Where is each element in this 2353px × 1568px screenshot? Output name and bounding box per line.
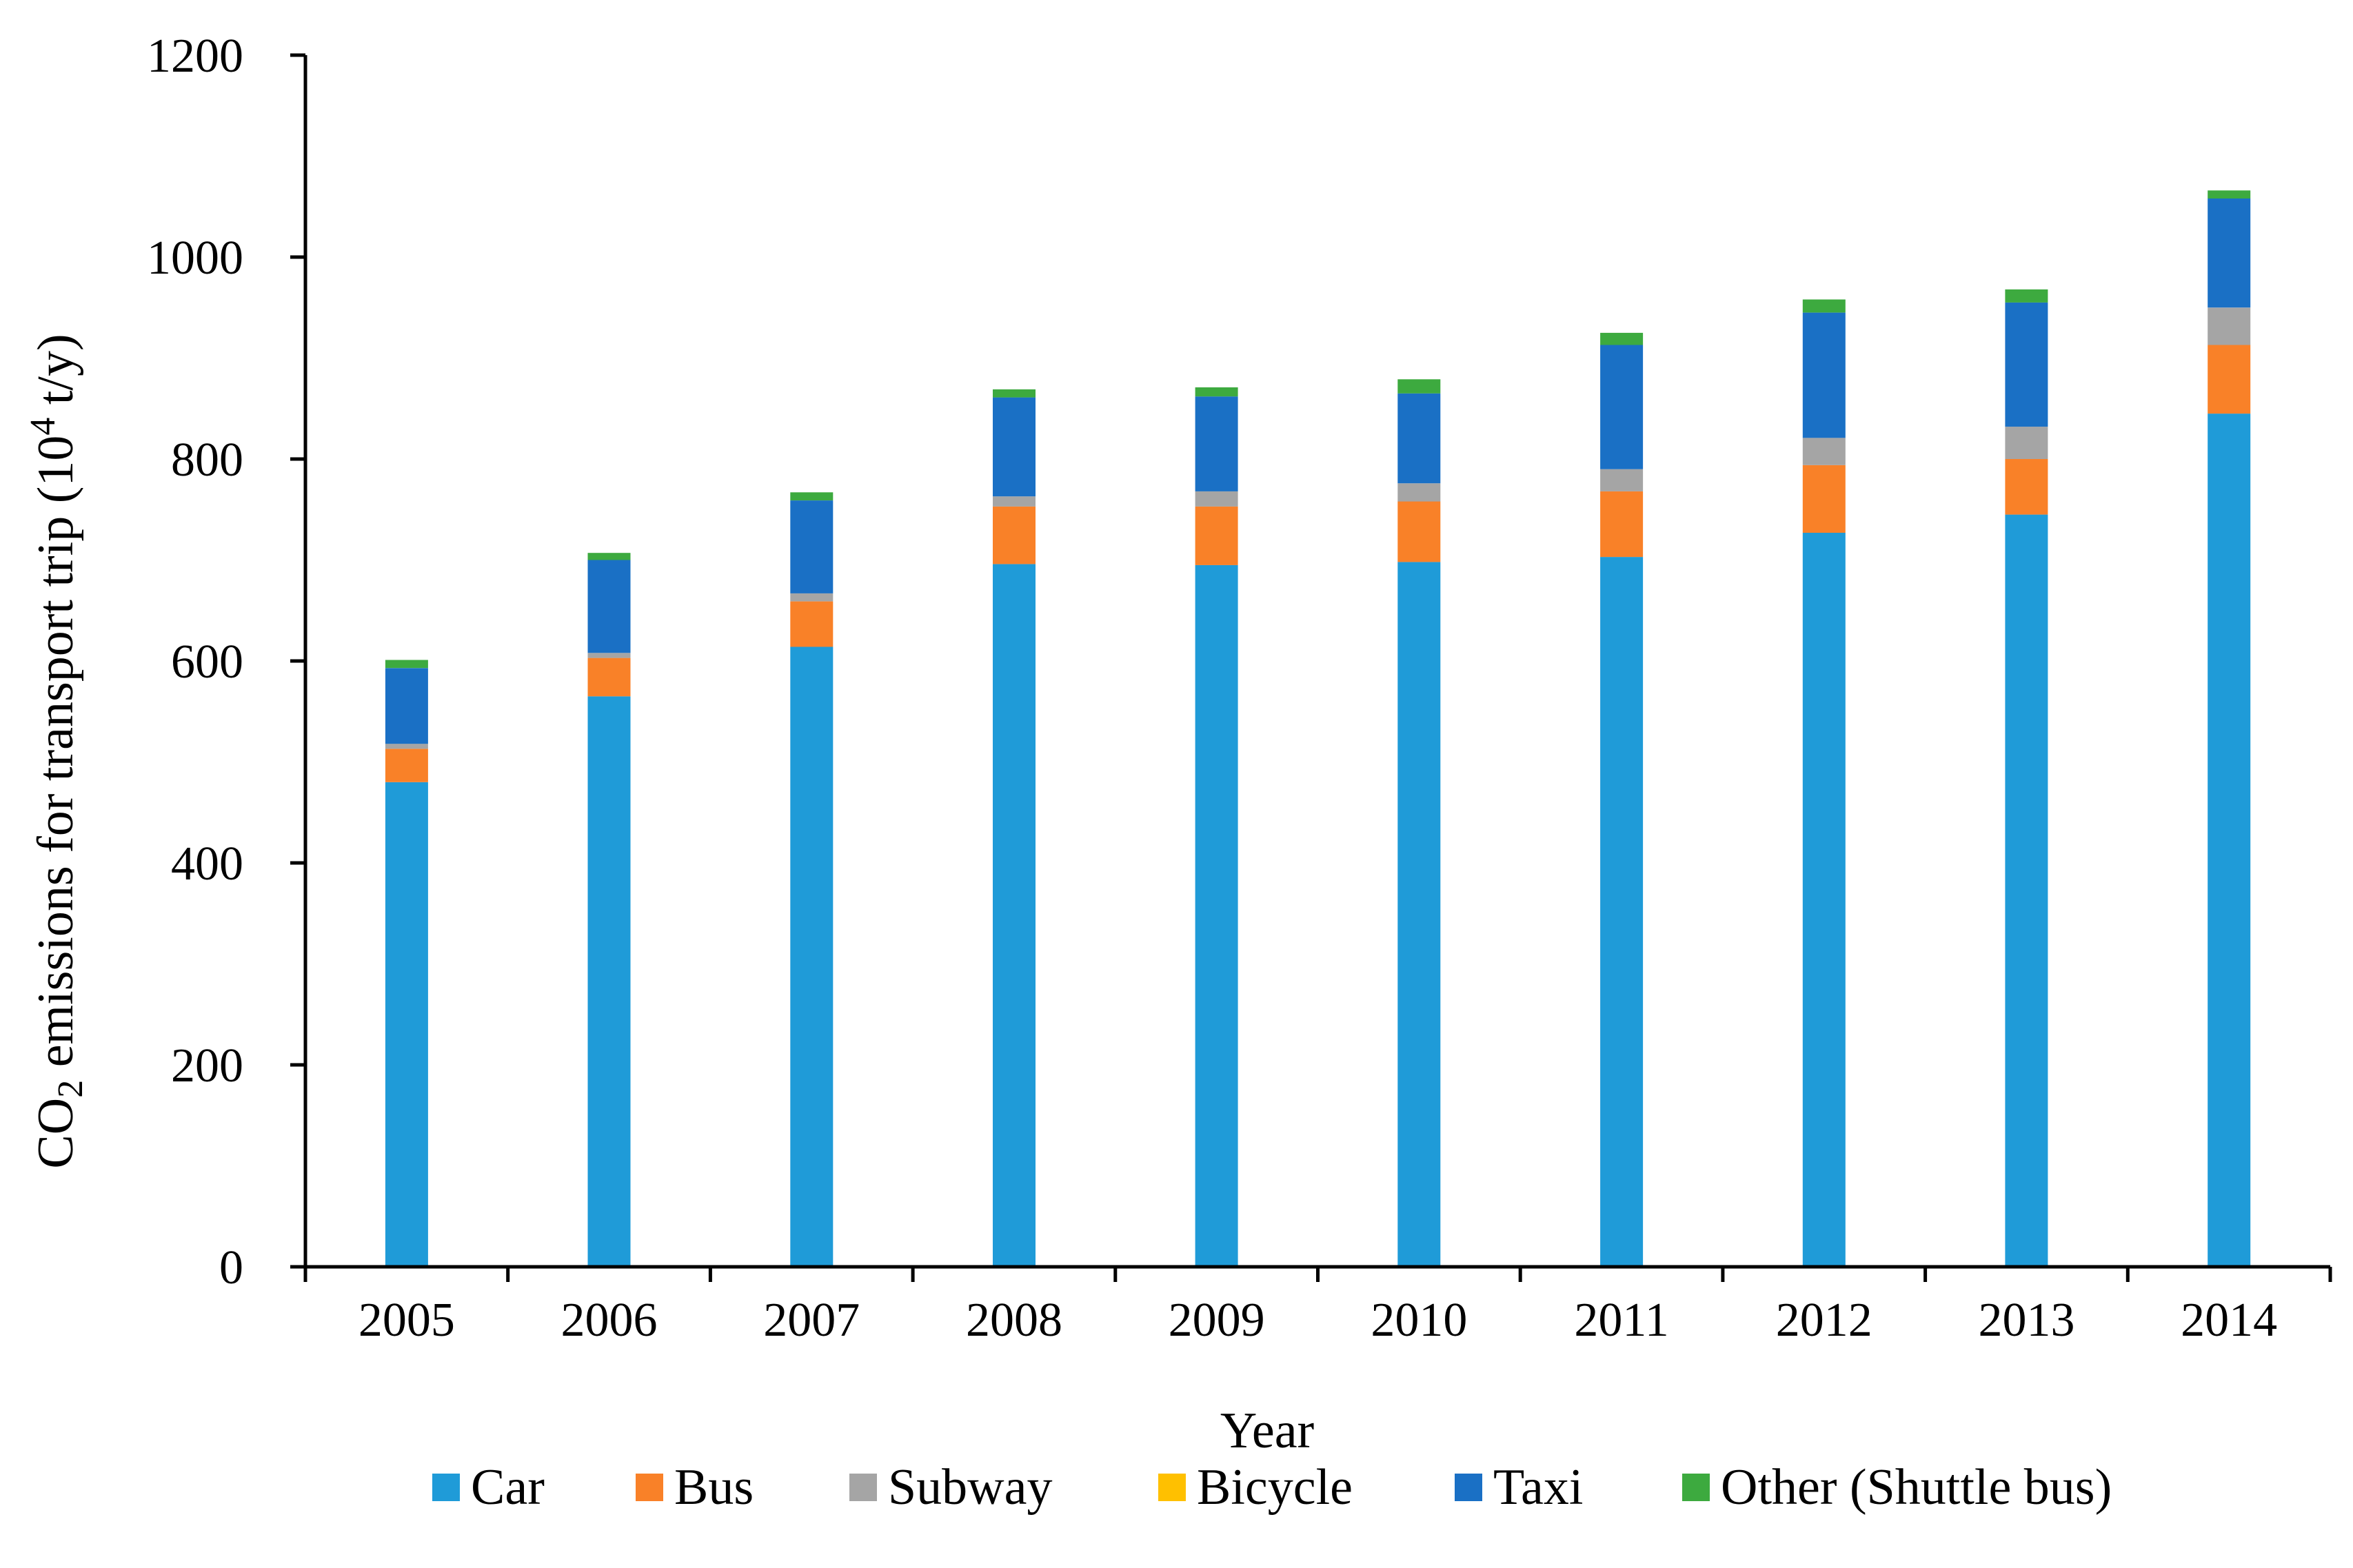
bar-car-2011: [1600, 557, 1644, 1267]
bar-car-2008: [993, 564, 1036, 1267]
x-tick-label-2009: 2009: [1169, 1294, 1265, 1347]
bar-car-2006: [587, 696, 631, 1267]
bar-subway-2010: [1397, 483, 1441, 502]
bar-bus-2013: [2005, 459, 2048, 515]
axes-layer: 0 200 400 600 800 1000 1200 2005 2006 2007 2008 200…: [147, 30, 2332, 1347]
bar-taxi-2009: [1195, 396, 1238, 491]
legend-swatch-bicycle: [1158, 1474, 1186, 1501]
bar-subway-2009: [1195, 491, 1238, 507]
x-tick-label-2011: 2011: [1574, 1294, 1668, 1347]
y-tick-label-200: 200: [171, 1039, 243, 1092]
bar-other-2006: [587, 553, 631, 560]
bar-taxi-2011: [1600, 345, 1644, 469]
legend-label-bus: Bus: [674, 1459, 754, 1516]
legend-item-car: Car: [432, 1459, 545, 1516]
bar-bus-2008: [993, 506, 1036, 564]
bar-taxi-2010: [1397, 393, 1441, 484]
legend: Car Bus Subway Bicycle Taxi Other (Shuttle bu…: [432, 1459, 2112, 1516]
x-tick-label-2008: 2008: [966, 1294, 1062, 1347]
y-tick-label-600: 600: [171, 635, 243, 689]
x-axis-title: Year: [1220, 1403, 1314, 1459]
legend-label-taxi: Taxi: [1493, 1459, 1583, 1516]
bar-car-2014: [2208, 414, 2251, 1267]
legend-swatch-subway: [849, 1474, 877, 1501]
legend-item-bicycle: Bicycle: [1158, 1459, 1353, 1516]
bar-taxi-2007: [790, 500, 834, 593]
x-tick-label-2007: 2007: [763, 1294, 860, 1347]
bar-other-2007: [790, 492, 834, 500]
x-tick-label-2010: 2010: [1371, 1294, 1467, 1347]
legend-item-taxi: Taxi: [1455, 1459, 1583, 1516]
bars-layer: [385, 190, 2251, 1267]
bar-other-2010: [1397, 379, 1441, 394]
bar-other-2008: [993, 389, 1036, 398]
legend-swatch-taxi: [1455, 1474, 1482, 1501]
bar-bus-2011: [1600, 491, 1644, 558]
legend-swatch-car: [432, 1474, 460, 1501]
bar-subway-2008: [993, 496, 1036, 507]
bar-subway-2006: [587, 653, 631, 658]
bar-other-2009: [1195, 387, 1238, 397]
bar-bus-2010: [1397, 501, 1441, 562]
bar-taxi-2005: [385, 668, 428, 744]
y-axis-title: CO2 emissions for transport trip (104 t/…: [23, 334, 90, 1168]
y-axis-title-middle: emissions for transport trip (10: [28, 436, 84, 1080]
bar-other-2005: [385, 660, 428, 669]
bar-taxi-2014: [2208, 198, 2251, 308]
y-tick-label-400: 400: [171, 837, 243, 890]
legend-label-car: Car: [471, 1459, 545, 1516]
bar-car-2010: [1397, 562, 1441, 1267]
legend-swatch-other: [1682, 1474, 1710, 1501]
bar-taxi-2013: [2005, 302, 2048, 427]
bar-bus-2006: [587, 658, 631, 697]
bar-other-2012: [1802, 299, 1846, 313]
bar-subway-2013: [2005, 427, 2048, 459]
bar-subway-2014: [2208, 307, 2251, 345]
bar-bus-2012: [1802, 465, 1846, 533]
x-tick-label-2013: 2013: [1978, 1294, 2074, 1347]
bar-other-2011: [1600, 332, 1644, 345]
bar-taxi-2012: [1802, 312, 1846, 438]
bar-subway-2005: [385, 744, 428, 749]
bar-bus-2007: [790, 601, 834, 647]
legend-item-other: Other (Shuttle bus): [1682, 1459, 2112, 1516]
legend-item-bus: Bus: [636, 1459, 754, 1516]
bar-subway-2007: [790, 593, 834, 602]
y-tick-label-800: 800: [171, 434, 243, 487]
bar-other-2014: [2208, 190, 2251, 198]
legend-label-other: Other (Shuttle bus): [1721, 1459, 2112, 1516]
x-tick-label-2012: 2012: [1776, 1294, 1872, 1347]
bar-bus-2005: [385, 749, 428, 782]
x-tick-label-2014: 2014: [2181, 1294, 2277, 1347]
bar-taxi-2008: [993, 397, 1036, 497]
legend-item-subway: Subway: [849, 1459, 1052, 1516]
bar-taxi-2006: [587, 560, 631, 653]
bar-car-2012: [1802, 532, 1846, 1267]
bar-car-2007: [790, 646, 834, 1267]
legend-label-bicycle: Bicycle: [1197, 1459, 1353, 1516]
y-tick-label-1000: 1000: [147, 232, 243, 285]
bar-car-2009: [1195, 564, 1238, 1267]
bar-bus-2014: [2208, 345, 2251, 414]
bar-car-2005: [385, 782, 428, 1267]
x-tick-label-2006: 2006: [561, 1294, 658, 1347]
bar-bus-2009: [1195, 506, 1238, 565]
y-tick-label-1200: 1200: [147, 30, 243, 83]
legend-label-subway: Subway: [888, 1459, 1052, 1516]
x-tick-label-2005: 2005: [358, 1294, 455, 1347]
bar-car-2013: [2005, 514, 2048, 1267]
legend-swatch-bus: [636, 1474, 663, 1501]
y-tick-label-0: 0: [219, 1241, 243, 1294]
y-axis-title-subscript: 2: [51, 1080, 90, 1098]
bar-other-2013: [2005, 289, 2048, 303]
y-axis-title-prefix: CO: [28, 1098, 84, 1169]
bar-subway-2012: [1802, 438, 1846, 465]
y-axis-title-superscript: 4: [23, 418, 63, 436]
y-axis-title-suffix: t/y): [28, 334, 84, 417]
bar-subway-2011: [1600, 469, 1644, 491]
